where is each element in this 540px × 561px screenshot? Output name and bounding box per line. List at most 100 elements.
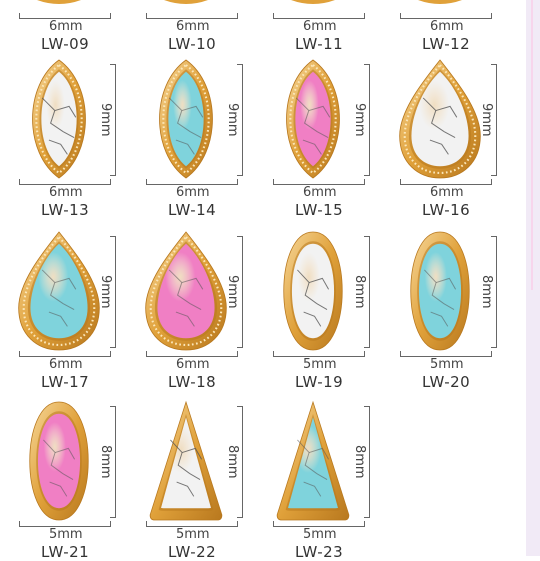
height-label: 8mm: [479, 275, 494, 309]
nail-charm-triangle-white: [149, 400, 223, 521]
dimension-tick: [364, 64, 370, 65]
nail-charm-teardrop-pink: [145, 231, 227, 351]
stone-white: [411, 71, 469, 167]
dimension-tick: [110, 517, 116, 518]
nail-charm-oval-pink: [29, 401, 89, 521]
nail-charm-oval-turquoise: [410, 231, 470, 351]
width-dimension-line: [146, 526, 238, 527]
dimension-tick: [364, 179, 365, 185]
nail-charm-cropped: [164, 0, 208, 4]
height-dimension-line: [242, 64, 243, 176]
dimension-tick: [273, 179, 274, 185]
dimension-tick: [110, 347, 116, 348]
width-label: 5mm: [430, 357, 464, 372]
width-label: 5mm: [303, 527, 337, 542]
dimension-tick: [110, 521, 111, 527]
height-label: 8mm: [225, 445, 240, 479]
width-label: 6mm: [430, 19, 464, 34]
dimension-tick: [110, 351, 111, 357]
dimension-tick: [110, 175, 116, 176]
dimension-tick: [19, 13, 20, 19]
width-label: 6mm: [430, 185, 464, 200]
width-label: 5mm: [303, 357, 337, 372]
width-label: 5mm: [49, 527, 83, 542]
product-code: LW-15: [295, 201, 344, 219]
height-dimension-line: [115, 406, 116, 518]
dimension-tick: [110, 64, 116, 65]
height-label: 8mm: [352, 275, 367, 309]
dimension-tick: [364, 13, 365, 19]
width-dimension-line: [146, 18, 238, 19]
dimension-tick: [364, 347, 370, 348]
stone-turquoise: [288, 417, 338, 509]
dimension-tick: [237, 179, 238, 185]
dimension-tick: [110, 236, 116, 237]
height-label: 8mm: [98, 445, 113, 479]
width-dimension-line: [273, 18, 365, 19]
dimension-tick: [237, 13, 238, 19]
width-dimension-line: [400, 18, 492, 19]
dimension-tick: [364, 351, 365, 357]
dimension-tick: [146, 351, 147, 357]
product-code: LW-21: [41, 543, 90, 561]
width-label: 6mm: [176, 19, 210, 34]
dimension-tick: [146, 13, 147, 19]
width-dimension-line: [400, 356, 492, 357]
width-dimension-line: [19, 356, 111, 357]
width-label: 6mm: [49, 19, 83, 34]
nail-charm-oval-white: [283, 231, 343, 351]
product-code: LW-20: [422, 373, 471, 391]
height-label: 9mm: [225, 103, 240, 137]
height-dimension-line: [369, 64, 370, 176]
product-code: LW-13: [41, 201, 90, 219]
height-dimension-line: [242, 406, 243, 518]
width-label: 6mm: [176, 185, 210, 200]
width-dimension-line: [146, 356, 238, 357]
height-dimension-line: [369, 406, 370, 518]
stone-white: [41, 71, 77, 167]
dimension-tick: [364, 517, 370, 518]
width-dimension-line: [146, 184, 238, 185]
height-label: 9mm: [479, 103, 494, 137]
dimension-tick: [491, 179, 492, 185]
dimension-tick: [400, 13, 401, 19]
width-dimension-line: [273, 356, 365, 357]
width-dimension-line: [19, 184, 111, 185]
dimension-tick: [491, 13, 492, 19]
width-label: 6mm: [176, 357, 210, 372]
nail-charm-marquise-turquoise: [159, 59, 213, 179]
nail-charm-cropped: [418, 0, 462, 4]
dimension-tick: [19, 351, 20, 357]
dimension-tick: [273, 521, 274, 527]
dimension-tick: [237, 521, 238, 527]
height-dimension-line: [242, 236, 243, 348]
stone-white: [161, 417, 211, 509]
nail-charm-teardrop-white: [399, 59, 481, 179]
width-dimension-line: [19, 526, 111, 527]
height-dimension-line: [496, 64, 497, 176]
dimension-tick: [364, 236, 370, 237]
height-label: 8mm: [352, 445, 367, 479]
width-label: 6mm: [49, 357, 83, 372]
dimension-tick: [237, 175, 243, 176]
product-code: LW-10: [168, 35, 217, 53]
dimension-tick: [237, 351, 238, 357]
height-label: 9mm: [225, 275, 240, 309]
stone-turquoise: [30, 243, 88, 339]
width-dimension-line: [19, 18, 111, 19]
dimension-tick: [146, 179, 147, 185]
dimension-tick: [237, 64, 243, 65]
product-code: LW-16: [422, 201, 471, 219]
height-dimension-line: [369, 236, 370, 348]
height-dimension-line: [496, 236, 497, 348]
nail-charm-cropped: [37, 0, 81, 4]
nail-charm-marquise-white: [32, 59, 86, 179]
width-label: 6mm: [49, 185, 83, 200]
height-label: 9mm: [98, 103, 113, 137]
product-code: LW-22: [168, 543, 217, 561]
dimension-tick: [364, 175, 370, 176]
edge-strip: [526, 0, 540, 556]
dimension-tick: [19, 179, 20, 185]
height-dimension-line: [115, 64, 116, 176]
width-label: 5mm: [176, 527, 210, 542]
